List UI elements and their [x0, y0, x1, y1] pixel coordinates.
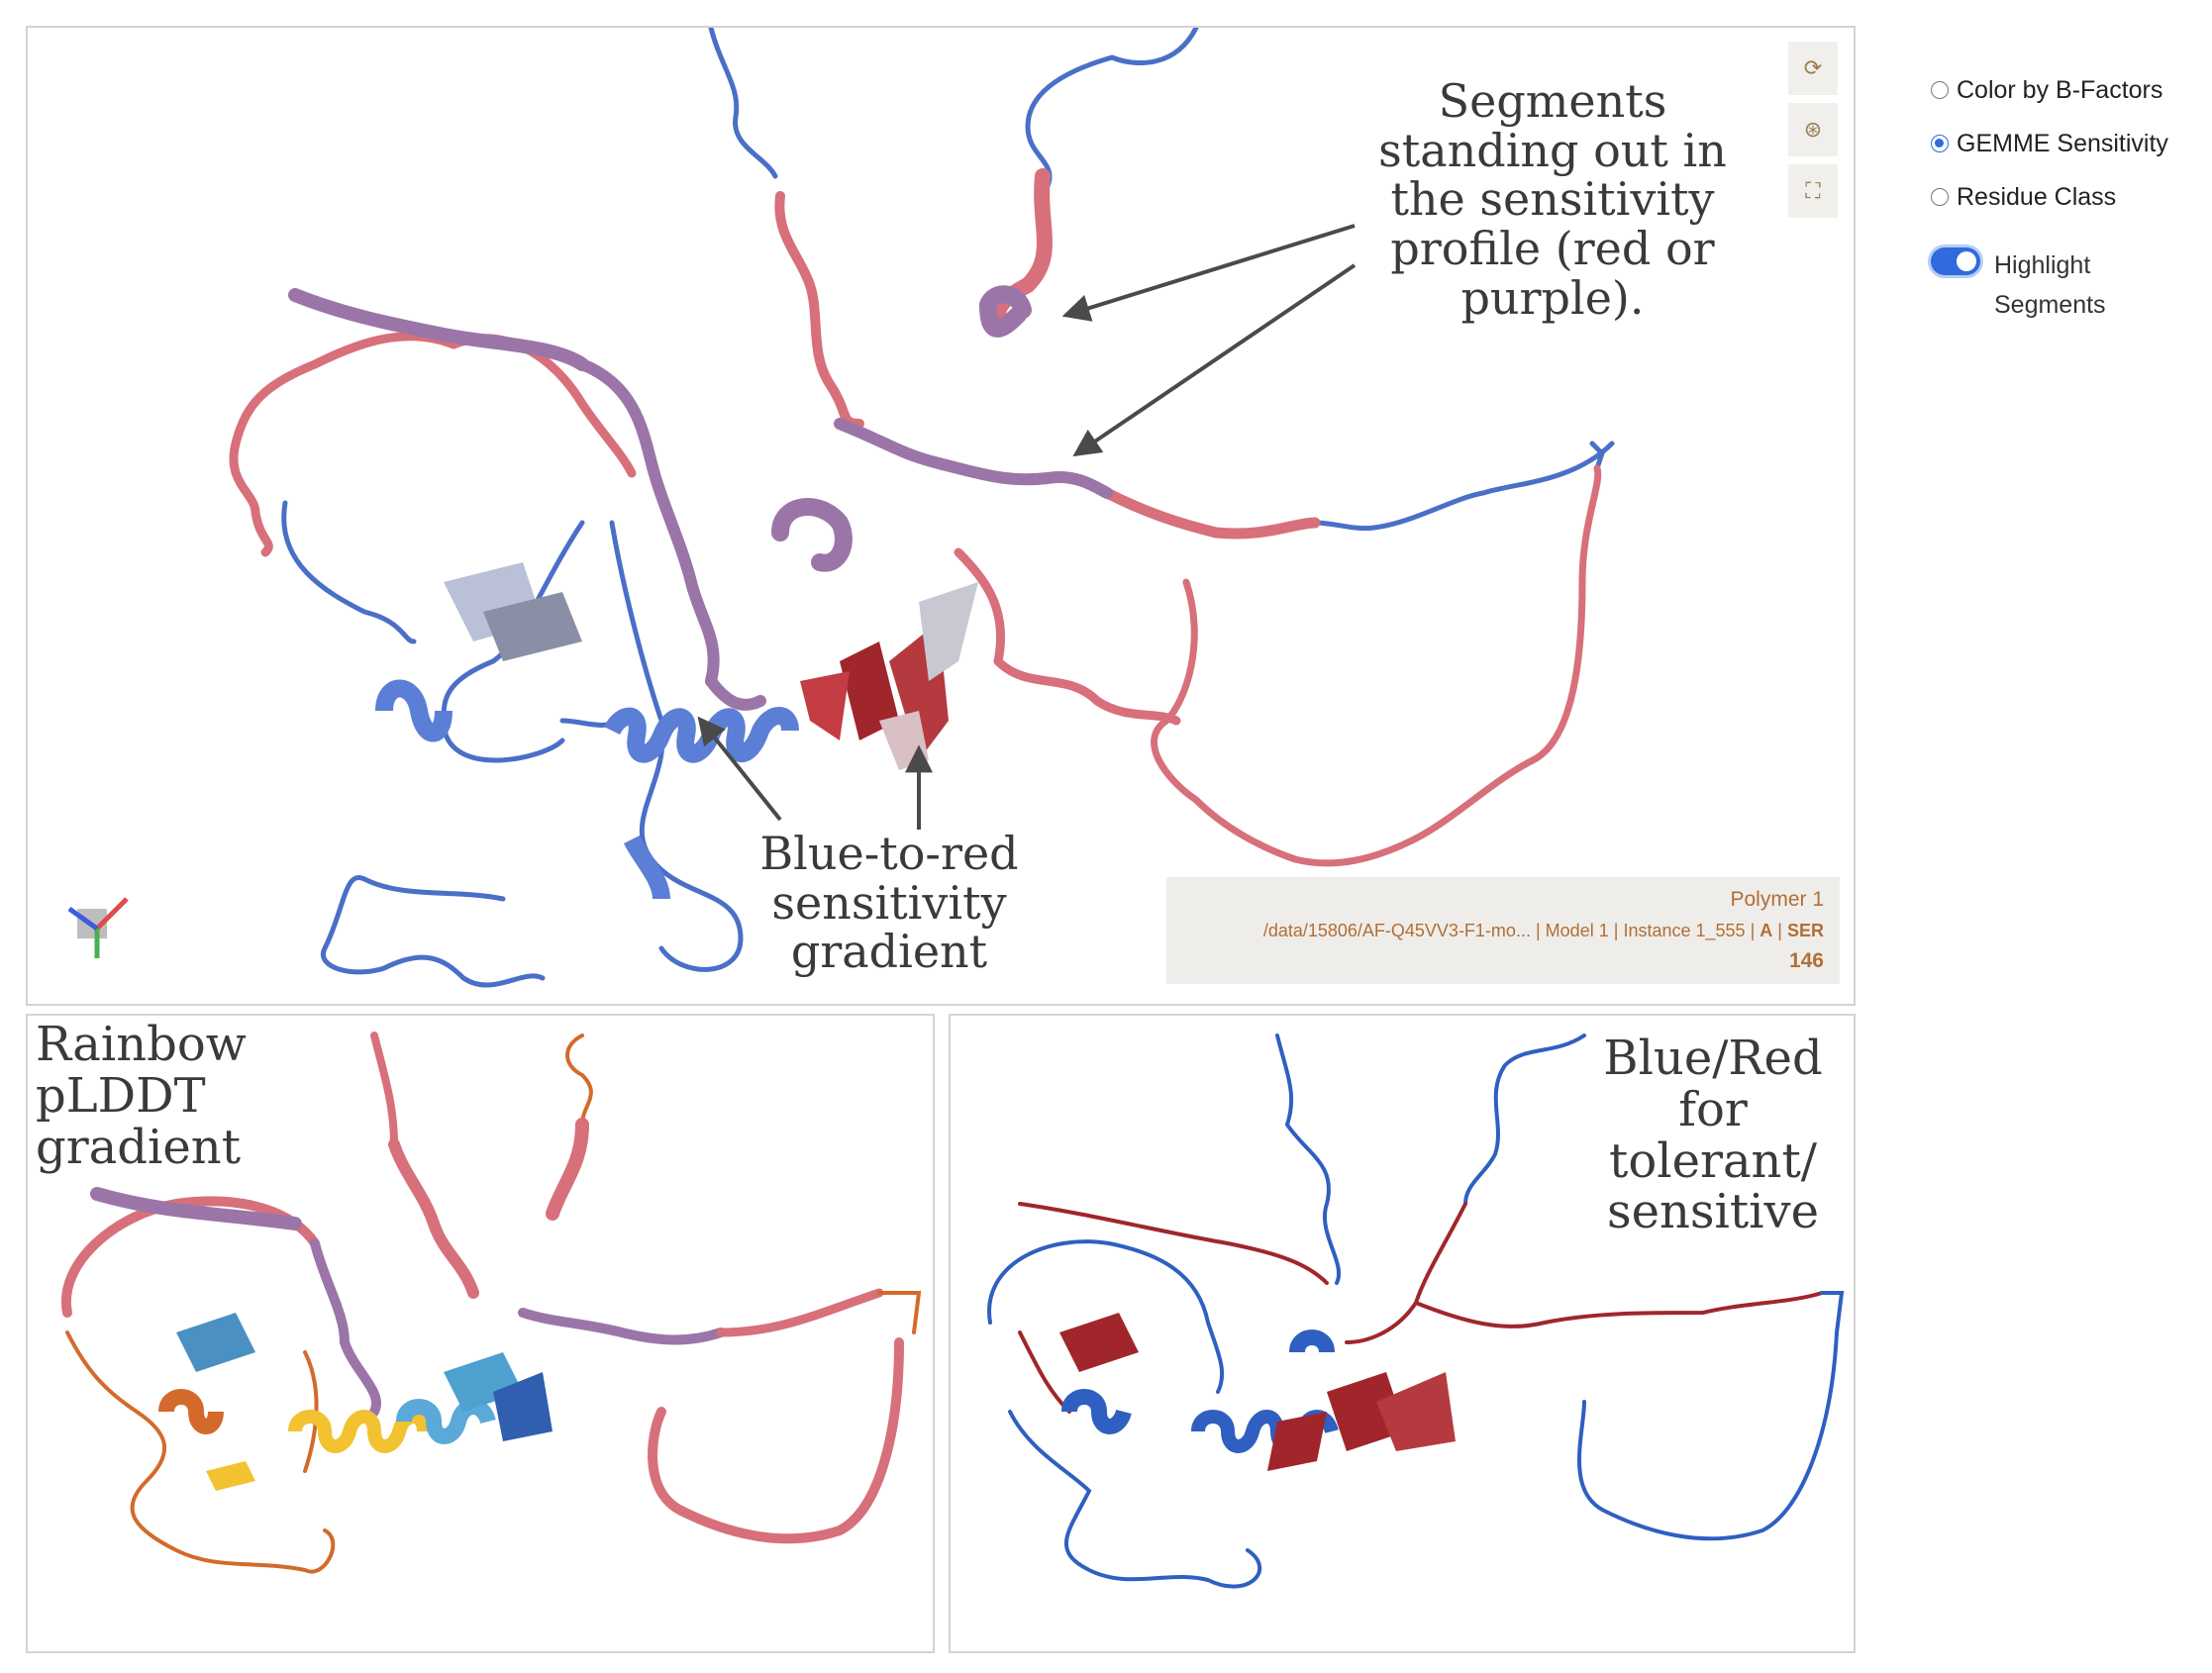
expand-icon: ⛶: [1805, 178, 1821, 203]
axis-gizmo: [67, 897, 129, 958]
protein-structure-render-rainbow[interactable]: [28, 1016, 935, 1653]
protein-structure-render[interactable]: [28, 28, 1856, 1006]
highlight-segments-row[interactable]: Highlight Segments: [1931, 246, 2168, 325]
info-instance: Instance 1_555: [1623, 920, 1746, 940]
info-residue-number: 146: [1788, 949, 1824, 973]
option-residue-class-label: Residue Class: [1957, 182, 2117, 211]
annotation-rainbow: Rainbow pLDDT gradient: [36, 1017, 247, 1175]
main-structure-viewer[interactable]: Segments standing out in the sensitivity…: [26, 26, 1856, 1006]
blue-red-viewer[interactable]: Blue/Red for tolerant/ sensitive: [949, 1014, 1856, 1653]
color-options-panel: Color by B-Factors GEMME Sensitivity Res…: [1931, 63, 2168, 325]
refresh-icon: ⟳: [1803, 55, 1823, 80]
red-coil-segments: [229, 168, 1602, 867]
reset-camera-button[interactable]: ⟳: [1788, 42, 1838, 95]
screenshot-button[interactable]: ⊛: [1788, 103, 1838, 156]
radio-gemme[interactable]: [1931, 135, 1949, 152]
annotation-gradient: Blue-to-red sensitivity gradient: [759, 827, 1019, 979]
info-title: Polymer 1: [1730, 888, 1824, 911]
bluered-secondary: [1059, 1313, 1456, 1471]
highlight-segments-toggle[interactable]: [1931, 247, 1980, 275]
option-bfactors-label: Color by B-Factors: [1957, 75, 2163, 104]
highlight-segments-label: Highlight Segments: [1994, 251, 2106, 319]
annotation-sensitivity-segments: Segments standing out in the sensitivity…: [1378, 74, 1727, 325]
fullscreen-button[interactable]: ⛶: [1788, 164, 1838, 218]
rainbow-helices: [158, 1313, 553, 1491]
beta-sheets: [444, 562, 978, 770]
annotation-bluered: Blue/Red for tolerant/ sensitive: [1603, 1031, 1823, 1240]
option-gemme[interactable]: GEMME Sensitivity: [1931, 117, 2168, 170]
option-gemme-label: GEMME Sensitivity: [1957, 129, 2168, 157]
radio-residue-class[interactable]: [1931, 188, 1949, 206]
rainbow-plddt-viewer[interactable]: Rainbow pLDDT gradient: [26, 1014, 935, 1653]
info-location: /data/15806/AF-Q45VV3-F1-mo... | Model 1…: [1262, 920, 1824, 940]
hover-info-box: Polymer 1 /data/15806/AF-Q45VV3-F1-mo...…: [1166, 877, 1840, 984]
option-residue-class[interactable]: Residue Class: [1931, 170, 2168, 224]
bluered-coils: [987, 1033, 1845, 1589]
option-bfactors[interactable]: Color by B-Factors: [1931, 63, 2168, 117]
info-chain: A: [1760, 920, 1773, 940]
rainbow-coils: [60, 1032, 922, 1574]
helix-blue: [375, 679, 799, 900]
info-model: Model 1: [1545, 920, 1609, 940]
info-residue: SER: [1786, 920, 1824, 940]
annotation-arrows: [697, 224, 1357, 830]
aperture-icon: ⊛: [1803, 117, 1823, 142]
purple-highlight-segments: [288, 285, 1113, 711]
protein-structure-render-bluered[interactable]: [951, 1016, 1856, 1653]
radio-bfactors[interactable]: [1931, 81, 1949, 99]
info-path: /data/15806/AF-Q45VV3-F1-mo...: [1262, 920, 1531, 940]
